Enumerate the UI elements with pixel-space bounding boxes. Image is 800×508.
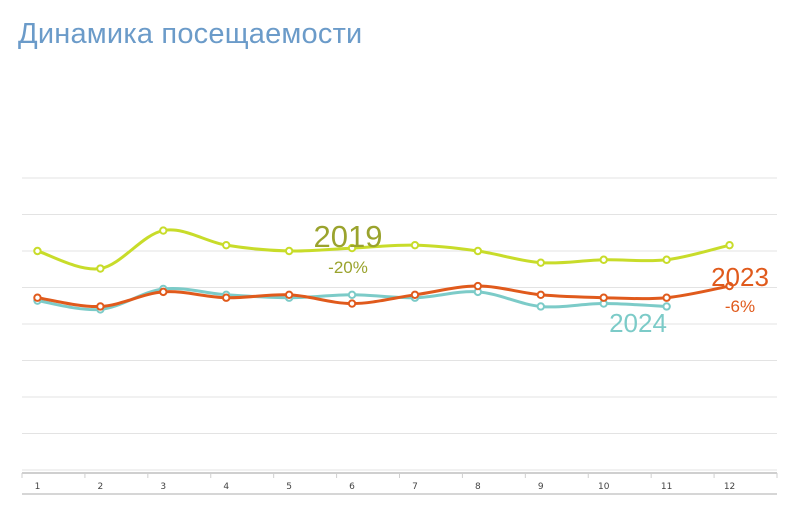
x-tick-label: 1 [35,482,41,492]
data-point-2023 [96,302,105,311]
x-tick-label: 10 [598,482,610,492]
x-tick-label: 11 [661,482,672,492]
x-tick-label: 3 [160,482,166,492]
data-point-2023 [662,293,671,302]
x-tick-label: 8 [475,482,481,492]
x-tick-label: 4 [223,482,229,492]
gridlines [22,177,777,471]
data-point-2019 [473,246,483,256]
data-point-2023 [33,293,42,302]
data-point-2023 [536,290,545,299]
data-point-2019 [725,240,734,250]
x-axis: 1 2 3 4 5 6 7 8 9 10 11 12 [21,472,778,495]
data-point-2023 [473,281,483,291]
series-lines [35,228,732,312]
data-point-2019 [159,226,168,235]
series-change-2019: -20% [328,258,368,277]
data-point-2019 [662,255,671,264]
data-point-2023 [347,299,357,308]
data-point-2019 [536,258,545,267]
data-point-2019 [222,240,231,250]
series-label-2019: 2019 [314,219,383,254]
data-point-2024 [536,302,545,311]
data-point-2023 [284,290,294,299]
x-tick-label: 7 [412,482,418,492]
x-tick-label: 2 [98,482,104,492]
series-label-2024: 2024 [609,308,667,338]
data-point-2024 [347,290,357,299]
data-point-2024 [662,302,671,311]
x-tick-label: 9 [538,482,544,492]
data-point-2019 [96,264,105,273]
series-labels: 2019 -20% 2024 2023 -6% [314,219,769,338]
x-tick-label: 5 [286,482,292,492]
x-tick-label: 12 [724,482,735,492]
chart-title: Динамика посещаемости [18,18,363,50]
data-point-2023 [159,287,168,297]
data-point-2019 [284,246,294,256]
series-line-2023 [35,284,732,308]
series-line-2019 [35,228,732,271]
x-tick-label: 6 [349,482,355,492]
series-points [33,226,734,314]
data-point-2019 [599,255,608,264]
series-change-2023: -6% [725,297,755,316]
data-point-2023 [599,293,608,302]
data-point-2023 [725,281,734,291]
data-point-2019 [410,240,420,250]
data-point-2019 [33,246,42,256]
series-label-2023: 2023 [711,262,769,292]
data-point-2023 [222,293,231,302]
data-point-2019 [347,243,357,253]
data-point-2023 [410,290,420,299]
